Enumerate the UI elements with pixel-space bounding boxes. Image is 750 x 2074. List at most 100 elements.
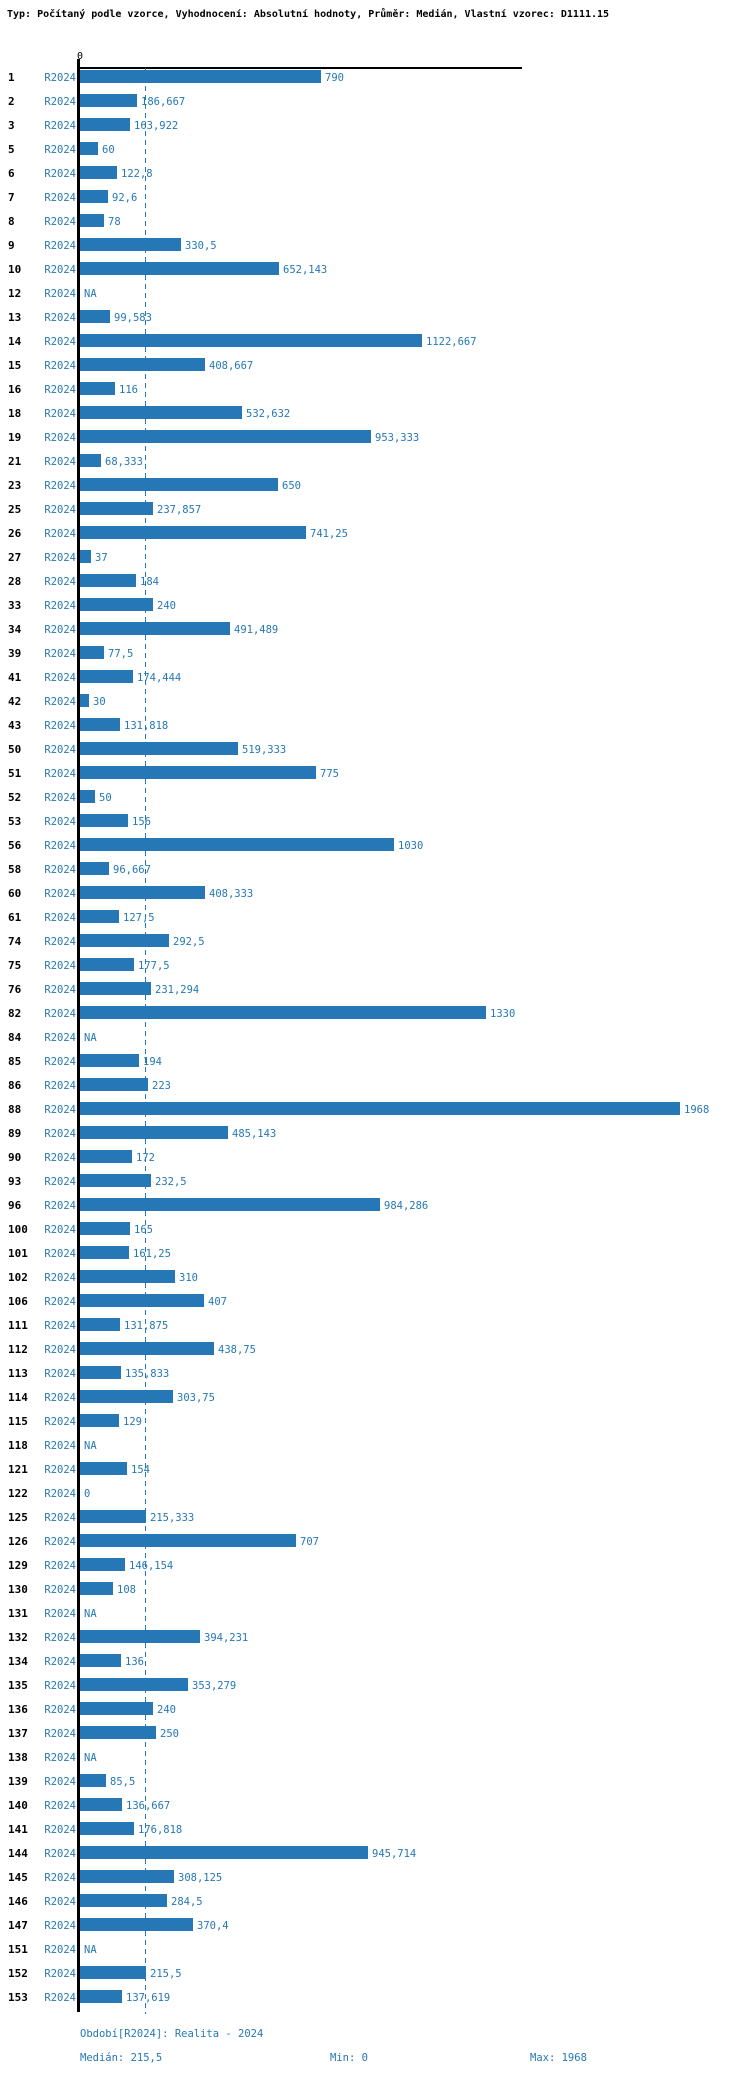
row-series-label: R2024	[44, 1080, 76, 1092]
chart-row: 2 R2024 186,667	[0, 89, 750, 113]
row-series-label: R2024	[44, 1536, 76, 1548]
value-label: 292,5	[173, 936, 205, 948]
row-series-label: R2024	[44, 696, 76, 708]
chart-row: 121 R2024 154	[0, 1457, 750, 1481]
chart-row: 86 R2024 223	[0, 1073, 750, 1097]
value-label: 30	[93, 696, 106, 708]
row-series-label: R2024	[44, 264, 76, 276]
row-series-label: R2024	[44, 1992, 76, 2004]
value-label: 215,5	[150, 1968, 182, 1980]
row-series-label: R2024	[44, 1608, 76, 1620]
chart-row: 51 R2024 775	[0, 761, 750, 785]
row-series-label: R2024	[44, 528, 76, 540]
value-bar	[80, 1510, 146, 1523]
value-bar	[80, 310, 110, 323]
row-number-label: 93	[8, 1175, 22, 1188]
row-number-label: 82	[8, 1007, 22, 1020]
row-series-label: R2024	[44, 144, 76, 156]
value-label: 108	[117, 1584, 136, 1596]
value-label: 303,75	[177, 1392, 215, 1404]
row-series-label: R2024	[44, 1176, 76, 1188]
value-bar	[80, 1582, 113, 1595]
row-series-label: R2024	[44, 216, 76, 228]
chart-row: 76 R2024 231,294	[0, 977, 750, 1001]
footer-period-label: Období[R2024]: Realita - 2024	[80, 2028, 264, 2040]
value-label: 161,25	[133, 1248, 171, 1260]
row-number-label: 15	[8, 359, 22, 372]
chart-row: 90 R2024 172	[0, 1145, 750, 1169]
row-number-label: 75	[8, 959, 22, 972]
value-label: 485,143	[232, 1128, 277, 1140]
row-series-label: R2024	[44, 576, 76, 588]
row-number-label: 84	[8, 1031, 22, 1044]
value-label: 122,8	[121, 168, 153, 180]
value-bar	[80, 1294, 204, 1307]
row-series-label: R2024	[44, 1560, 76, 1572]
value-label: 136,667	[126, 1800, 171, 1812]
footer-max-label: Max: 1968	[530, 2052, 587, 2064]
value-label: 370,4	[197, 1920, 229, 1932]
row-number-label: 43	[8, 719, 22, 732]
row-number-label: 51	[8, 767, 22, 780]
value-label: 650	[282, 480, 301, 492]
row-series-label: R2024	[44, 1320, 76, 1332]
value-label: 232,5	[155, 1176, 187, 1188]
value-bar	[80, 598, 153, 611]
row-series-label: R2024	[44, 384, 76, 396]
row-number-label: 12	[8, 287, 22, 300]
row-number-label: 135	[8, 1679, 28, 1692]
chart-row: 9 R2024 330,5	[0, 233, 750, 257]
value-bar	[80, 406, 242, 419]
value-bar	[80, 94, 137, 107]
value-label: 116	[119, 384, 138, 396]
row-number-label: 144	[8, 1847, 28, 1860]
chart-row: 23 R2024 650	[0, 473, 750, 497]
chart-row: 21 R2024 68,333	[0, 449, 750, 473]
value-bar	[80, 1726, 156, 1739]
value-label: 790	[325, 72, 344, 84]
chart-row: 125 R2024 215,333	[0, 1505, 750, 1529]
value-bar	[80, 1270, 175, 1283]
row-series-label: R2024	[44, 1944, 76, 1956]
chart-row: 106 R2024 407	[0, 1289, 750, 1313]
value-bar	[80, 934, 169, 947]
chart-row: 75 R2024 177,5	[0, 953, 750, 977]
value-label: 250	[160, 1728, 179, 1740]
value-bar	[80, 1702, 153, 1715]
row-series-label: R2024	[44, 456, 76, 468]
row-number-label: 85	[8, 1055, 22, 1068]
value-label: 186,667	[141, 96, 186, 108]
chart-row: 53 R2024 156	[0, 809, 750, 833]
value-bar	[80, 502, 153, 515]
chart-row: 58 R2024 96,667	[0, 857, 750, 881]
row-series-label: R2024	[44, 792, 76, 804]
row-series-label: R2024	[44, 888, 76, 900]
value-bar	[80, 982, 151, 995]
footer-min-label: Min: 0	[330, 2052, 368, 2064]
value-bar	[80, 910, 119, 923]
chart-row: 10 R2024 652,143	[0, 257, 750, 281]
value-bar	[80, 1966, 146, 1979]
row-series-label: R2024	[44, 1128, 76, 1140]
row-number-label: 141	[8, 1823, 28, 1836]
value-label: 438,75	[218, 1344, 256, 1356]
row-number-label: 126	[8, 1535, 28, 1548]
row-series-label: R2024	[44, 984, 76, 996]
row-number-label: 5	[8, 143, 15, 156]
value-bar	[80, 886, 205, 899]
chart-row: 61 R2024 127,5	[0, 905, 750, 929]
row-number-label: 6	[8, 167, 15, 180]
row-number-label: 34	[8, 623, 22, 636]
row-series-label: R2024	[44, 192, 76, 204]
row-series-label: R2024	[44, 1464, 76, 1476]
value-bar	[80, 1534, 296, 1547]
chart-row: 19 R2024 953,333	[0, 425, 750, 449]
value-label: 92,6	[112, 192, 138, 204]
row-number-label: 50	[8, 743, 22, 756]
row-series-label: R2024	[44, 408, 76, 420]
footer-median-label: Medián: 215,5	[80, 2052, 163, 2064]
x-axis-zero-tick-label: 0	[76, 51, 84, 62]
value-label: 310	[179, 1272, 198, 1284]
value-bar	[80, 1678, 188, 1691]
chart-row: 60 R2024 408,333	[0, 881, 750, 905]
